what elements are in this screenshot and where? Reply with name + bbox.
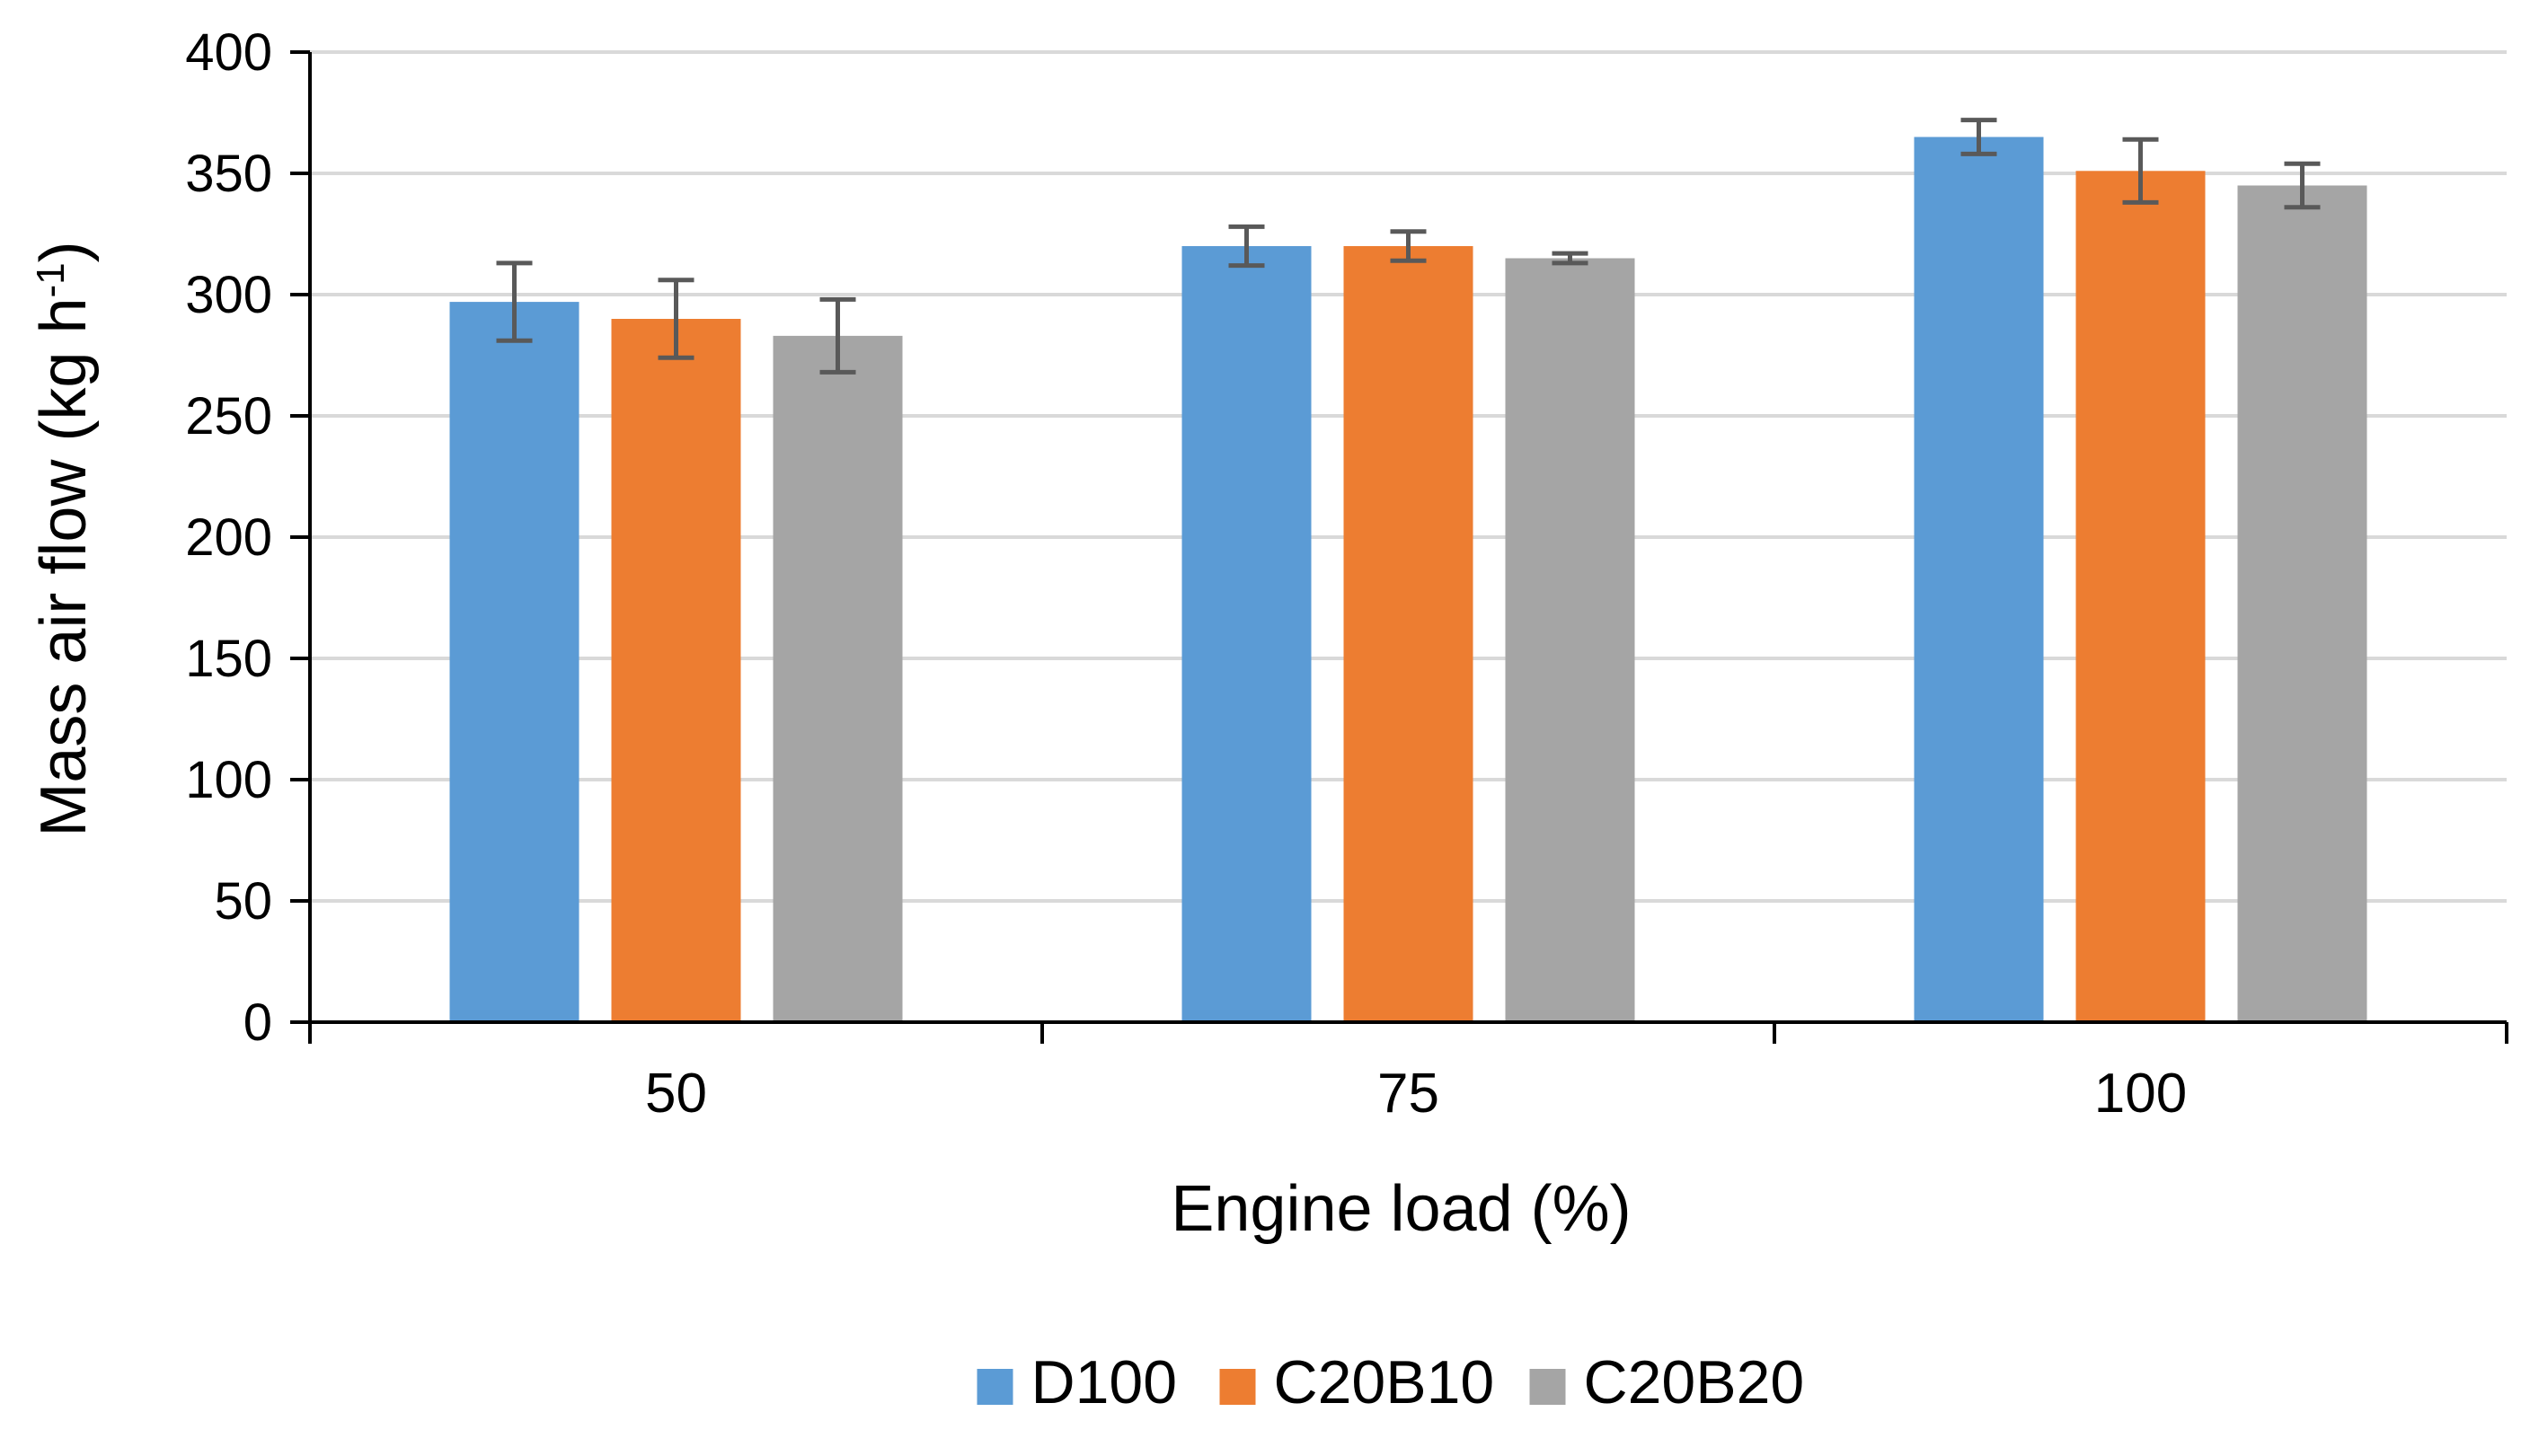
bar (773, 335, 903, 1020)
bars (449, 137, 2367, 1021)
y-axis-title-main: Mass air flow (kg h (28, 297, 100, 836)
y-tick-label: 250 (185, 387, 272, 446)
error-bar (2122, 137, 2159, 205)
bar (2075, 171, 2206, 1021)
y-tick-label: 200 (185, 508, 272, 567)
bar (1181, 246, 1312, 1020)
legend-swatch (1529, 1369, 1566, 1405)
legend-swatch (977, 1369, 1013, 1405)
legend-label: C20B10 (1274, 1348, 1495, 1416)
y-tick-labels: 0 50 100 150 200 250 300 350 400 (185, 23, 272, 1052)
error-bar (1390, 229, 1427, 263)
y-tick-label: 350 (185, 145, 272, 203)
legend-label: C20B20 (1584, 1348, 1805, 1416)
legend: D100 C20B10 C20B20 (977, 1348, 1805, 1416)
y-tick-label: 150 (185, 630, 272, 688)
y-tick-label: 50 (214, 872, 272, 931)
legend-item: C20B10 (1219, 1348, 1495, 1416)
bar (449, 302, 579, 1021)
error-bar (496, 260, 533, 343)
error-bar (819, 296, 856, 375)
bar (1343, 246, 1473, 1020)
bar (1505, 258, 1635, 1020)
error-bars (496, 118, 2321, 375)
bar (611, 319, 741, 1020)
y-tick-label: 300 (185, 266, 272, 324)
y-axis-title-suffix: ) (28, 241, 100, 262)
legend-item: D100 (977, 1348, 1178, 1416)
error-bar (1552, 251, 1588, 266)
y-axis-title-superscript: -1 (29, 262, 73, 297)
axes (290, 50, 2508, 1044)
error-bar (1960, 118, 1997, 156)
error-bar (2284, 161, 2321, 210)
x-tick-label: 100 (2094, 1063, 2187, 1125)
error-bar (1228, 224, 1265, 269)
bar (2237, 185, 2367, 1020)
legend-item: C20B20 (1529, 1348, 1805, 1416)
bar (1914, 137, 2044, 1020)
legend-swatch (1219, 1369, 1256, 1405)
y-tick-label: 400 (185, 23, 272, 82)
error-bar (658, 278, 694, 360)
x-axis-title: Engine load (%) (1171, 1173, 1631, 1245)
y-axis-title: Mass air flow (kg h-1) (28, 241, 100, 836)
legend-label: D100 (1031, 1348, 1178, 1416)
y-tick-label: 0 (243, 993, 272, 1052)
x-tick-label: 50 (645, 1063, 707, 1125)
y-tick-label: 100 (185, 751, 272, 809)
x-tick-labels: 50 75 100 (645, 1063, 2187, 1125)
x-tick-label: 75 (1377, 1063, 1439, 1125)
